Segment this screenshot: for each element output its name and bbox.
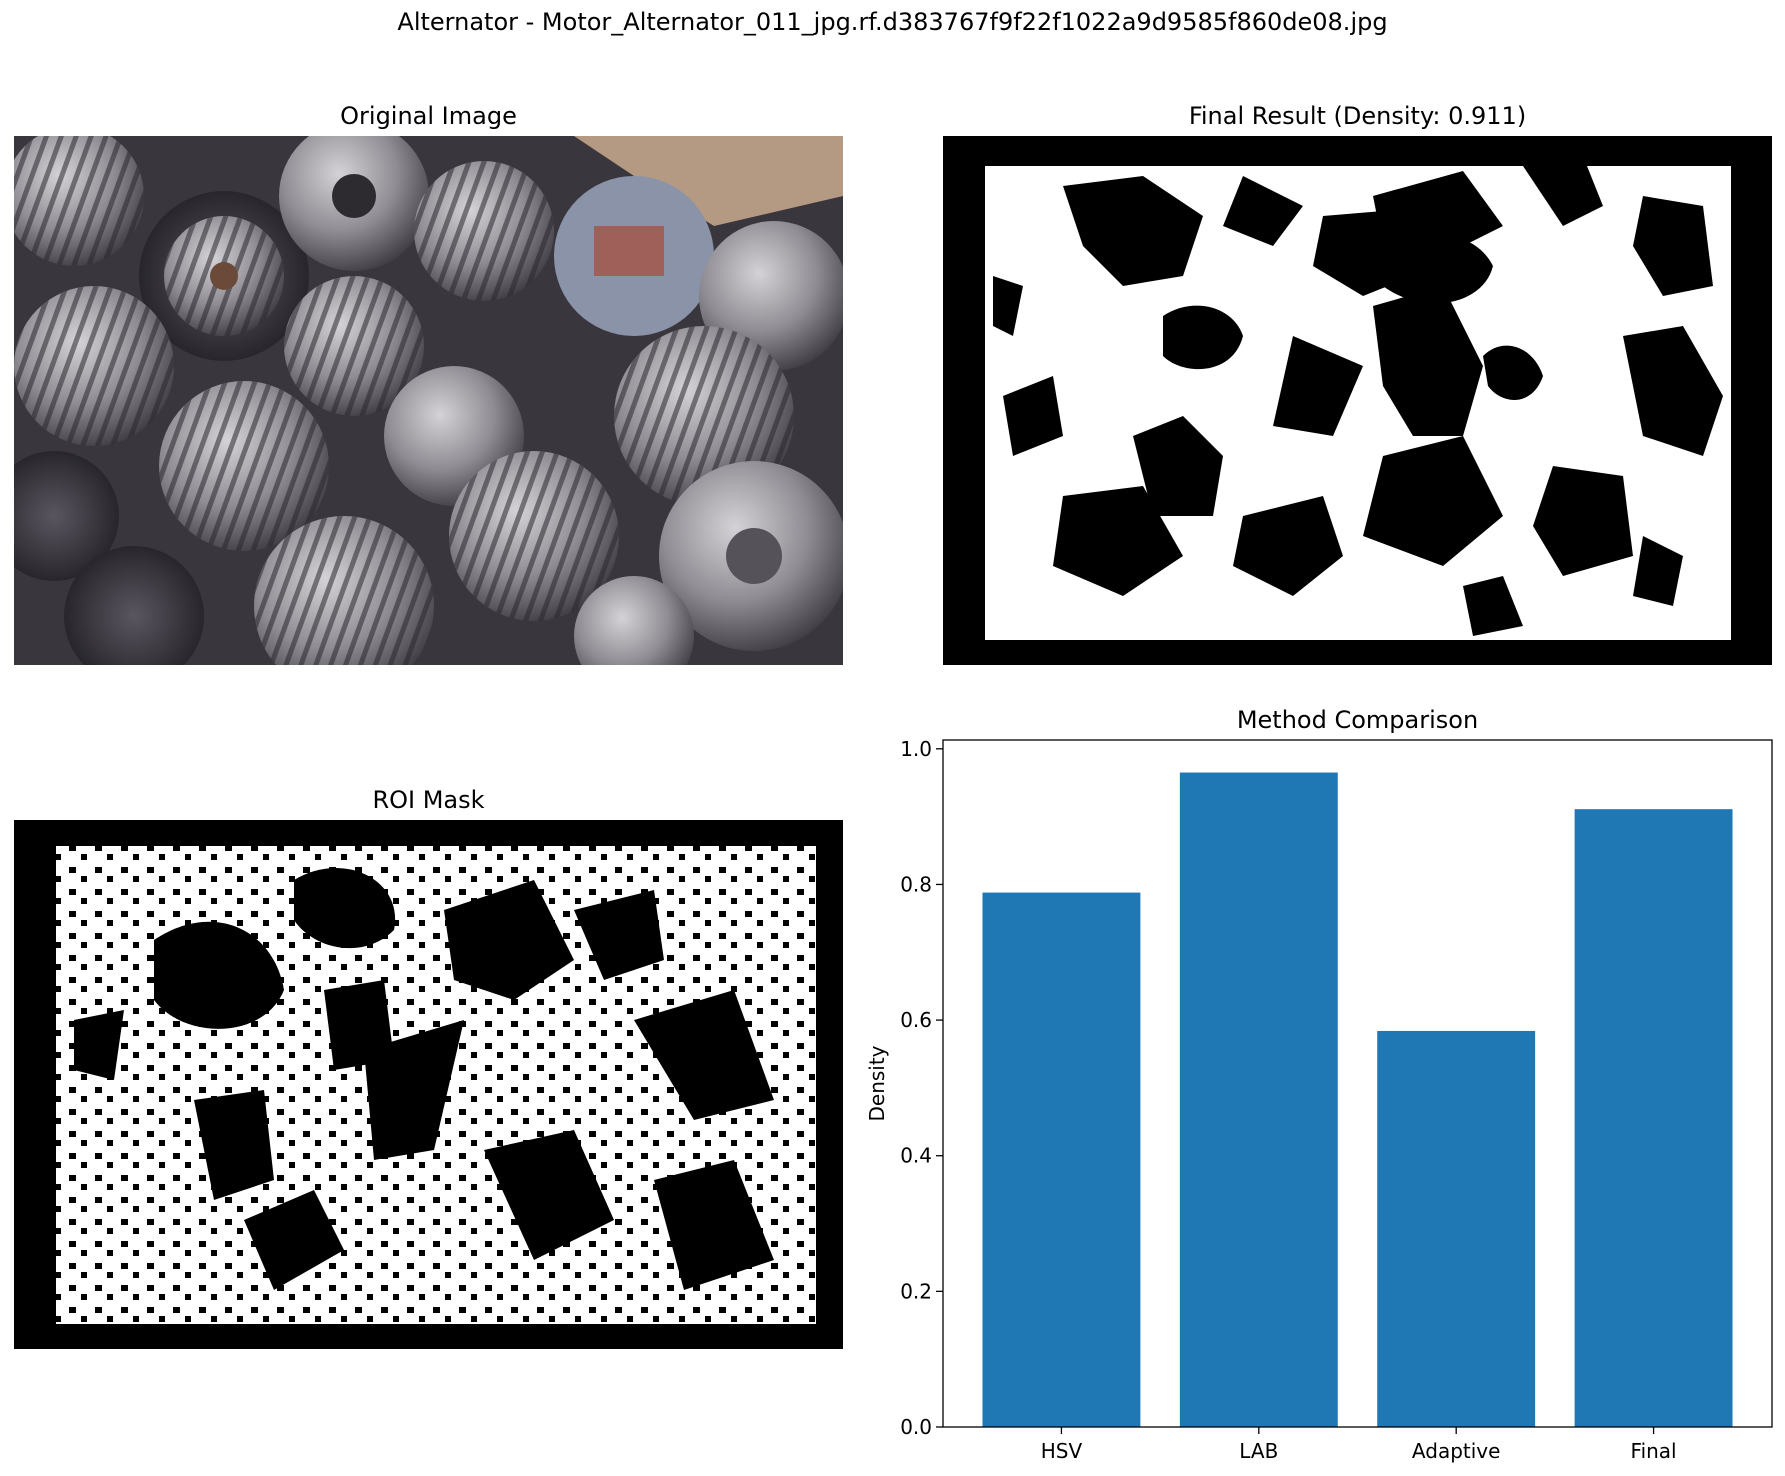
final-result-title: Final Result (Density: 0.911): [1188, 102, 1527, 130]
y-axis-label: Density: [865, 1045, 889, 1121]
final-result-mask: [943, 136, 1772, 665]
original-image-picture: [14, 136, 843, 665]
roi-mask-picture: [14, 820, 843, 1349]
plot-frame: [942, 739, 1773, 1428]
x-tick-label: Final: [1631, 1439, 1677, 1463]
final-result-mask-picture: [943, 136, 1772, 665]
bar-final: [1574, 809, 1733, 1427]
y-tick-label: 0.2: [900, 1279, 932, 1303]
x-tick-label: Adaptive: [1412, 1439, 1501, 1463]
comparison-chart-title: Method Comparison: [1236, 706, 1479, 734]
bar-adaptive: [1377, 1030, 1536, 1427]
y-tick-label: 1.0: [900, 737, 932, 761]
bar-hsv: [982, 892, 1141, 1427]
roi-mask: [14, 820, 843, 1349]
x-tick-label: HSV: [1041, 1439, 1083, 1463]
y-tick-label: 0.8: [900, 872, 932, 896]
y-tick-label: 0.0: [900, 1415, 932, 1439]
bar-lab: [1179, 772, 1338, 1427]
figure-title: Alternator - Motor_Alternator_011_jpg.rf…: [397, 8, 1388, 36]
roi-mask-title: ROI Mask: [372, 786, 485, 814]
y-tick-label: 0.4: [900, 1144, 932, 1168]
x-tick-label: LAB: [1239, 1439, 1278, 1463]
y-tick-label: 0.6: [900, 1008, 932, 1032]
original-image: [14, 136, 843, 665]
original-image-title: Original Image: [340, 102, 517, 130]
